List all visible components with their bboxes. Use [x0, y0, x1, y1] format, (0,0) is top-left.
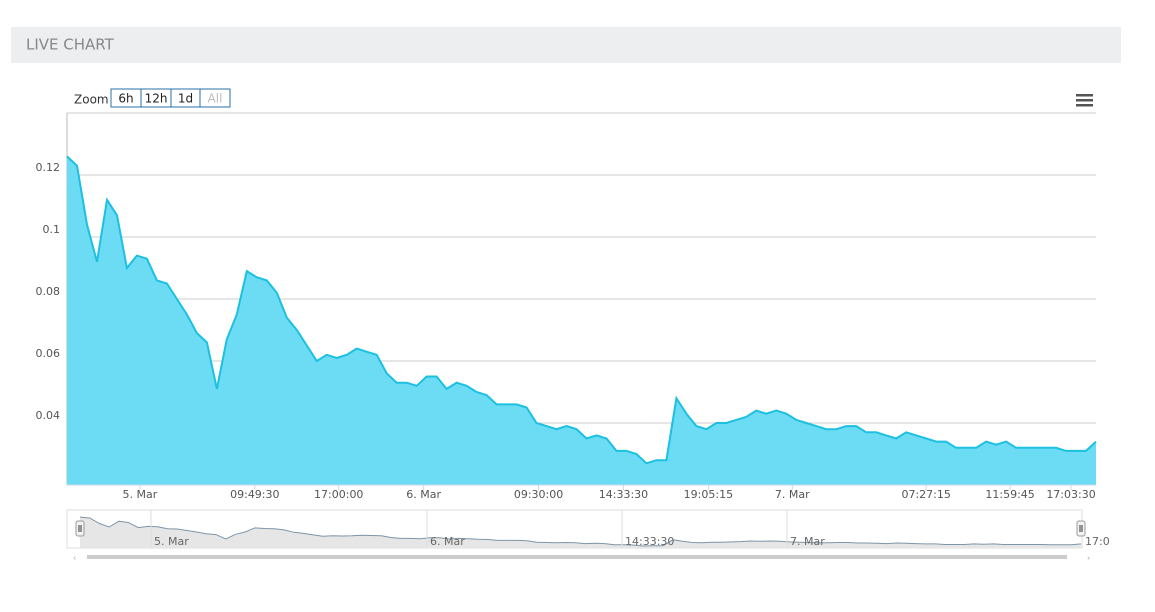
y-tick-label: 0.08	[36, 285, 61, 298]
navigator-label: 17:0	[1085, 535, 1110, 548]
zoom-button-label[interactable]: All	[208, 92, 223, 106]
zoom-button-box[interactable]	[199, 88, 231, 108]
navigator-area	[80, 517, 1081, 548]
navigator-label: 14:33:30	[625, 535, 674, 548]
x-tick-label: 6. Mar	[406, 488, 441, 501]
line	[66, 155, 1097, 465]
zoom-button-label[interactable]: 12h	[145, 92, 168, 106]
y-tick-label: 0.12	[36, 161, 61, 174]
navigator-label: 7. Mar	[790, 535, 825, 548]
x-tick-label: 17:00:00	[314, 488, 363, 501]
navigator-label: 5. Mar	[154, 535, 189, 548]
x-tick-label: 5. Mar	[123, 488, 158, 501]
zoom-button[interactable]: 12h	[140, 88, 172, 108]
navigator-handle[interactable]	[1076, 520, 1086, 537]
area	[67, 156, 1096, 485]
scroll-right[interactable]: ›	[1087, 554, 1090, 563]
navigator	[66, 509, 1083, 549]
y-tick-label: 0.06	[36, 347, 61, 360]
menu-icon[interactable]	[1076, 94, 1093, 107]
y-tick-label: 0.04	[36, 409, 61, 422]
scroll-left[interactable]: ‹	[73, 554, 76, 563]
x-tick-label: 09:30:00	[514, 488, 563, 501]
navigator-handle-box[interactable]	[75, 520, 85, 537]
x-tick-label: 07:27:15	[901, 488, 950, 501]
x-tick-label: 11:59:45	[985, 488, 1034, 501]
header-title: LIVE CHART	[26, 36, 115, 54]
navigator-label: 6. Mar	[430, 535, 465, 548]
x-tick-label: 14:33:30	[599, 488, 648, 501]
zoom-button-label[interactable]: 6h	[118, 92, 133, 106]
x-tick-label: 7. Mar	[775, 488, 810, 501]
zoom-button[interactable]: All	[199, 88, 231, 108]
x-tick-label: 09:49:30	[230, 488, 279, 501]
zoom-button-label[interactable]: 1d	[178, 92, 193, 106]
zoom-label: Zoom	[74, 93, 109, 107]
header-bar	[11, 27, 1121, 63]
navigator-line	[79, 516, 1082, 547]
x-tick-label: 19:05:15	[684, 488, 733, 501]
x-tick-label: 17:03:30	[1046, 488, 1095, 501]
navigator-handle[interactable]	[75, 520, 85, 537]
zoom-button[interactable]: 1d	[170, 88, 201, 108]
navigator-handle-box[interactable]	[1076, 520, 1086, 537]
zoom-button[interactable]: 6h	[110, 88, 142, 108]
y-tick-label: 0.1	[43, 223, 61, 236]
